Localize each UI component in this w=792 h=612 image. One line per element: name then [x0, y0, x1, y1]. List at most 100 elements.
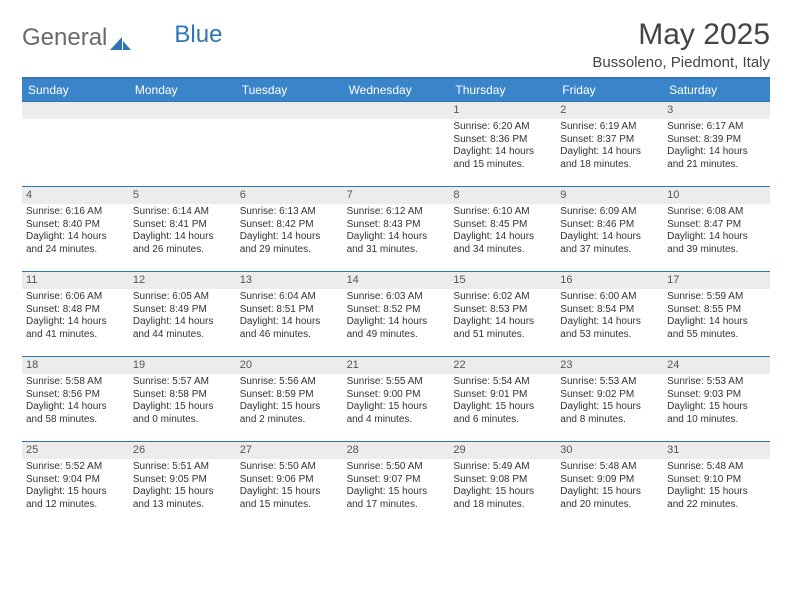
day-details: Sunrise: 5:53 AMSunset: 9:02 PMDaylight:… — [556, 374, 663, 430]
day-number: 12 — [129, 272, 236, 289]
sunset-text: Sunset: 8:59 PM — [240, 389, 339, 402]
sunset-text: Sunset: 8:46 PM — [560, 219, 659, 232]
day-details: Sunrise: 6:20 AMSunset: 8:36 PMDaylight:… — [449, 119, 556, 175]
sunrise-text: Sunrise: 5:52 AM — [26, 461, 125, 474]
weeks-container: 1Sunrise: 6:20 AMSunset: 8:36 PMDaylight… — [22, 101, 770, 526]
daylight-text: Daylight: 14 hours and 21 minutes. — [667, 146, 766, 171]
day-number: 11 — [22, 272, 129, 289]
day-details: Sunrise: 5:54 AMSunset: 9:01 PMDaylight:… — [449, 374, 556, 430]
calendar-page: General Blue May 2025 Bussoleno, Piedmon… — [0, 0, 792, 536]
day-number: 5 — [129, 187, 236, 204]
day-details: Sunrise: 6:12 AMSunset: 8:43 PMDaylight:… — [343, 204, 450, 260]
sunset-text: Sunset: 9:10 PM — [667, 474, 766, 487]
day-number: 2 — [556, 102, 663, 119]
daylight-text: Daylight: 14 hours and 49 minutes. — [347, 316, 446, 341]
calendar-day-cell: 22Sunrise: 5:54 AMSunset: 9:01 PMDayligh… — [449, 357, 556, 441]
day-number: 30 — [556, 442, 663, 459]
calendar-day-cell: 10Sunrise: 6:08 AMSunset: 8:47 PMDayligh… — [663, 187, 770, 271]
sunset-text: Sunset: 8:55 PM — [667, 304, 766, 317]
calendar-day-cell: 12Sunrise: 6:05 AMSunset: 8:49 PMDayligh… — [129, 272, 236, 356]
calendar-day-cell: 27Sunrise: 5:50 AMSunset: 9:06 PMDayligh… — [236, 442, 343, 526]
calendar-day-cell: 17Sunrise: 5:59 AMSunset: 8:55 PMDayligh… — [663, 272, 770, 356]
sunset-text: Sunset: 8:53 PM — [453, 304, 552, 317]
calendar-week-row: 25Sunrise: 5:52 AMSunset: 9:04 PMDayligh… — [22, 441, 770, 526]
day-details: Sunrise: 6:17 AMSunset: 8:39 PMDaylight:… — [663, 119, 770, 175]
calendar-day-cell — [22, 102, 129, 186]
sunset-text: Sunset: 8:43 PM — [347, 219, 446, 232]
day-details: Sunrise: 6:16 AMSunset: 8:40 PMDaylight:… — [22, 204, 129, 260]
day-number: 8 — [449, 187, 556, 204]
day-number: 1 — [449, 102, 556, 119]
daylight-text: Daylight: 14 hours and 44 minutes. — [133, 316, 232, 341]
sunrise-text: Sunrise: 6:06 AM — [26, 291, 125, 304]
location-label: Bussoleno, Piedmont, Italy — [592, 54, 770, 71]
sunset-text: Sunset: 8:47 PM — [667, 219, 766, 232]
daylight-text: Daylight: 15 hours and 0 minutes. — [133, 401, 232, 426]
sunrise-text: Sunrise: 5:53 AM — [560, 376, 659, 389]
daylight-text: Daylight: 15 hours and 17 minutes. — [347, 486, 446, 511]
daylight-text: Daylight: 14 hours and 55 minutes. — [667, 316, 766, 341]
sunset-text: Sunset: 9:06 PM — [240, 474, 339, 487]
day-number: 26 — [129, 442, 236, 459]
sunset-text: Sunset: 8:52 PM — [347, 304, 446, 317]
day-number: 20 — [236, 357, 343, 374]
daylight-text: Daylight: 14 hours and 31 minutes. — [347, 231, 446, 256]
calendar-day-cell: 13Sunrise: 6:04 AMSunset: 8:51 PMDayligh… — [236, 272, 343, 356]
day-number: 4 — [22, 187, 129, 204]
sunrise-text: Sunrise: 5:48 AM — [560, 461, 659, 474]
daylight-text: Daylight: 15 hours and 13 minutes. — [133, 486, 232, 511]
calendar-day-cell: 2Sunrise: 6:19 AMSunset: 8:37 PMDaylight… — [556, 102, 663, 186]
day-details: Sunrise: 6:08 AMSunset: 8:47 PMDaylight:… — [663, 204, 770, 260]
daylight-text: Daylight: 14 hours and 53 minutes. — [560, 316, 659, 341]
calendar-day-cell: 29Sunrise: 5:49 AMSunset: 9:08 PMDayligh… — [449, 442, 556, 526]
sunset-text: Sunset: 8:54 PM — [560, 304, 659, 317]
day-details: Sunrise: 5:55 AMSunset: 9:00 PMDaylight:… — [343, 374, 450, 430]
sunrise-text: Sunrise: 5:49 AM — [453, 461, 552, 474]
day-number — [343, 102, 450, 119]
calendar-day-cell: 11Sunrise: 6:06 AMSunset: 8:48 PMDayligh… — [22, 272, 129, 356]
sunset-text: Sunset: 9:01 PM — [453, 389, 552, 402]
sunset-text: Sunset: 8:42 PM — [240, 219, 339, 232]
calendar-day-cell: 26Sunrise: 5:51 AMSunset: 9:05 PMDayligh… — [129, 442, 236, 526]
day-details: Sunrise: 6:14 AMSunset: 8:41 PMDaylight:… — [129, 204, 236, 260]
sunset-text: Sunset: 8:41 PM — [133, 219, 232, 232]
day-number: 7 — [343, 187, 450, 204]
day-details: Sunrise: 5:52 AMSunset: 9:04 PMDaylight:… — [22, 459, 129, 515]
daylight-text: Daylight: 14 hours and 24 minutes. — [26, 231, 125, 256]
daylight-text: Daylight: 14 hours and 18 minutes. — [560, 146, 659, 171]
calendar-week-row: 18Sunrise: 5:58 AMSunset: 8:56 PMDayligh… — [22, 356, 770, 441]
calendar-day-cell: 8Sunrise: 6:10 AMSunset: 8:45 PMDaylight… — [449, 187, 556, 271]
sunrise-text: Sunrise: 5:50 AM — [347, 461, 446, 474]
sunrise-text: Sunrise: 5:48 AM — [667, 461, 766, 474]
sunrise-text: Sunrise: 6:04 AM — [240, 291, 339, 304]
daylight-text: Daylight: 14 hours and 26 minutes. — [133, 231, 232, 256]
daylight-text: Daylight: 15 hours and 2 minutes. — [240, 401, 339, 426]
sunset-text: Sunset: 8:36 PM — [453, 134, 552, 147]
calendar-day-cell: 20Sunrise: 5:56 AMSunset: 8:59 PMDayligh… — [236, 357, 343, 441]
weekday-header: Monday — [129, 79, 236, 101]
title-block: May 2025 Bussoleno, Piedmont, Italy — [592, 18, 770, 71]
calendar-day-cell: 6Sunrise: 6:13 AMSunset: 8:42 PMDaylight… — [236, 187, 343, 271]
sunrise-text: Sunrise: 5:51 AM — [133, 461, 232, 474]
sunrise-text: Sunrise: 6:17 AM — [667, 121, 766, 134]
daylight-text: Daylight: 15 hours and 6 minutes. — [453, 401, 552, 426]
daylight-text: Daylight: 15 hours and 22 minutes. — [667, 486, 766, 511]
sunrise-text: Sunrise: 6:03 AM — [347, 291, 446, 304]
sunrise-text: Sunrise: 6:12 AM — [347, 206, 446, 219]
sunrise-text: Sunrise: 6:02 AM — [453, 291, 552, 304]
sunset-text: Sunset: 9:02 PM — [560, 389, 659, 402]
daylight-text: Daylight: 15 hours and 8 minutes. — [560, 401, 659, 426]
sunrise-text: Sunrise: 5:59 AM — [667, 291, 766, 304]
daylight-text: Daylight: 15 hours and 15 minutes. — [240, 486, 339, 511]
month-title: May 2025 — [592, 18, 770, 52]
calendar-day-cell: 24Sunrise: 5:53 AMSunset: 9:03 PMDayligh… — [663, 357, 770, 441]
sail-icon — [110, 30, 132, 46]
calendar-day-cell — [236, 102, 343, 186]
sunrise-text: Sunrise: 6:20 AM — [453, 121, 552, 134]
sunset-text: Sunset: 9:08 PM — [453, 474, 552, 487]
daylight-text: Daylight: 15 hours and 18 minutes. — [453, 486, 552, 511]
day-details: Sunrise: 5:56 AMSunset: 8:59 PMDaylight:… — [236, 374, 343, 430]
sunrise-text: Sunrise: 5:58 AM — [26, 376, 125, 389]
day-number: 24 — [663, 357, 770, 374]
sunrise-text: Sunrise: 5:55 AM — [347, 376, 446, 389]
